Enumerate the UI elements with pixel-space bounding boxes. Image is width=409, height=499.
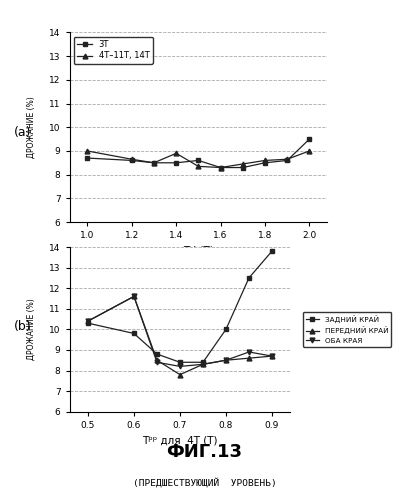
Text: ФИГ.13: ФИГ.13 [166, 443, 243, 461]
X-axis label: Tᵖᵖ для  4T (Т): Tᵖᵖ для 4T (Т) [142, 435, 218, 445]
X-axis label: Tcl (Т): Tcl (Т) [183, 246, 214, 255]
Text: (b): (b) [13, 320, 31, 333]
Text: (ПРЕДШЕСТВУЮЩИЙ  УРОВЕНЬ): (ПРЕДШЕСТВУЮЩИЙ УРОВЕНЬ) [133, 478, 276, 488]
Text: (a): (a) [14, 126, 31, 139]
Legend: 3T, 4T–11T, 14T: 3T, 4T–11T, 14T [74, 36, 153, 64]
Y-axis label: ДРОЖАНИЕ (%): ДРОЖАНИЕ (%) [27, 96, 36, 158]
Legend: ЗАДНИЙ КРАЙ, ПЕРЕДНИЙ КРАЙ, ОБА КРАЯ: ЗАДНИЙ КРАЙ, ПЕРЕДНИЙ КРАЙ, ОБА КРАЯ [303, 312, 391, 347]
Y-axis label: ДРОЖАНИЕ (%): ДРОЖАНИЕ (%) [26, 298, 35, 360]
